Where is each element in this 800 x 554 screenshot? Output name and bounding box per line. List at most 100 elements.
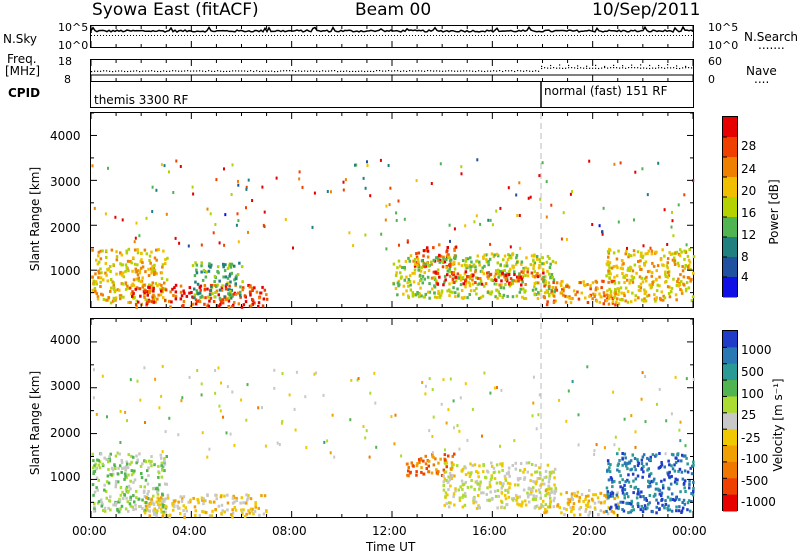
nave-dot xyxy=(541,67,543,70)
heatmap-cell xyxy=(134,503,137,507)
heatmap-cell xyxy=(617,505,620,509)
heatmap-cell xyxy=(683,266,686,270)
heatmap-cell xyxy=(477,475,480,479)
nsearch-dot xyxy=(508,35,509,36)
heatmap-cell xyxy=(524,274,527,277)
heatmap-cell xyxy=(276,441,279,445)
heatmap-cell xyxy=(107,166,109,170)
heatmap-cell xyxy=(127,247,131,251)
nsearch-dot xyxy=(391,35,392,36)
heatmap-cell xyxy=(553,491,556,495)
heatmap-cell xyxy=(569,301,573,305)
heatmap-cell xyxy=(681,501,684,504)
heatmap-cell xyxy=(151,281,154,285)
heatmap-cell xyxy=(545,510,548,514)
heatmap-cell xyxy=(485,492,488,496)
heatmap-cell xyxy=(213,274,217,278)
heatmap-cell xyxy=(639,282,643,286)
heatmap-cell xyxy=(132,278,136,282)
heatmap-cell xyxy=(662,294,665,298)
nsearch-dot xyxy=(673,35,674,36)
heatmap-cell xyxy=(472,273,475,277)
heatmap-cell xyxy=(664,272,667,276)
heatmap-cell xyxy=(606,490,610,494)
heatmap-cell xyxy=(608,276,611,280)
heatmap-cell xyxy=(487,271,490,274)
heatmap-cell xyxy=(666,285,670,289)
heatmap-cell xyxy=(598,292,601,296)
heatmap-cell xyxy=(479,277,482,280)
xtick-2: 08:00 xyxy=(272,524,307,538)
heatmap-cell xyxy=(602,206,605,210)
heatmap-cell xyxy=(421,381,424,384)
heatmap-cell xyxy=(657,501,660,505)
heatmap-cell xyxy=(569,506,572,510)
heatmap-cell xyxy=(195,263,199,267)
heatmap-cell xyxy=(621,457,624,461)
heatmap-cell xyxy=(686,501,690,505)
heatmap-cell xyxy=(619,298,622,302)
heatmap-cell xyxy=(135,305,138,309)
heatmap-cell xyxy=(466,275,469,278)
freq-dot xyxy=(604,65,606,68)
heatmap-cell xyxy=(500,388,503,392)
heatmap-cell xyxy=(629,266,633,270)
nave-dot xyxy=(265,70,267,72)
power-cbar-tick-20: 20 xyxy=(741,184,757,198)
heatmap-cell xyxy=(109,270,112,273)
heatmap-cell xyxy=(121,263,124,267)
nave-dot xyxy=(508,70,510,72)
velocity-ytick-3000: 3000 xyxy=(50,379,81,393)
heatmap-cell xyxy=(415,470,418,474)
heatmap-cell xyxy=(451,272,454,276)
heatmap-cell xyxy=(559,492,563,496)
heatmap-cell xyxy=(603,500,606,504)
heatmap-cell xyxy=(667,274,671,278)
heatmap-cell xyxy=(542,275,545,279)
heatmap-cell xyxy=(631,269,635,273)
heatmap-cell xyxy=(153,463,156,467)
nave-dot xyxy=(622,67,624,69)
nave-dot xyxy=(460,70,462,72)
nave-dot xyxy=(118,70,120,72)
heatmap-cell xyxy=(246,496,250,500)
heatmap-cell xyxy=(251,298,254,302)
cpid-label: CPID xyxy=(8,86,41,100)
heatmap-cell xyxy=(102,509,105,512)
nave-dot xyxy=(343,70,345,72)
heatmap-cell xyxy=(148,291,151,294)
heatmap-cell xyxy=(109,508,112,512)
heatmap-cell xyxy=(95,476,99,480)
heatmap-cell xyxy=(558,398,561,402)
heatmap-cell xyxy=(155,500,158,504)
heatmap-cell xyxy=(147,490,150,493)
heatmap-cell xyxy=(479,269,483,273)
heatmap-cell xyxy=(447,505,451,509)
heatmap-cell xyxy=(541,256,544,260)
nsearch-dot xyxy=(529,35,530,36)
heatmap-cell xyxy=(437,292,441,295)
heatmap-cell xyxy=(480,282,484,286)
heatmap-cell xyxy=(667,292,671,295)
heatmap-cell xyxy=(626,300,630,304)
heatmap-cell xyxy=(109,301,113,305)
heatmap-cell xyxy=(217,293,220,297)
heatmap-cell xyxy=(424,392,427,396)
freq-dot xyxy=(676,65,678,67)
heatmap-cell xyxy=(531,274,535,278)
heatmap-cell xyxy=(461,487,464,491)
heatmap-cell xyxy=(472,501,475,505)
heatmap-cell xyxy=(612,251,616,255)
heatmap-cell xyxy=(540,277,544,281)
heatmap-cell xyxy=(541,161,544,165)
heatmap-cell xyxy=(101,293,104,297)
nsearch-dot xyxy=(631,35,632,36)
nave-dot xyxy=(478,70,480,72)
heatmap-cell xyxy=(183,515,186,519)
heatmap-cell xyxy=(141,285,144,289)
heatmap-cell xyxy=(521,500,524,504)
heatmap-cell xyxy=(132,455,135,459)
heatmap-cell xyxy=(443,260,447,264)
freq-dot xyxy=(568,64,570,67)
heatmap-cell xyxy=(418,273,422,277)
